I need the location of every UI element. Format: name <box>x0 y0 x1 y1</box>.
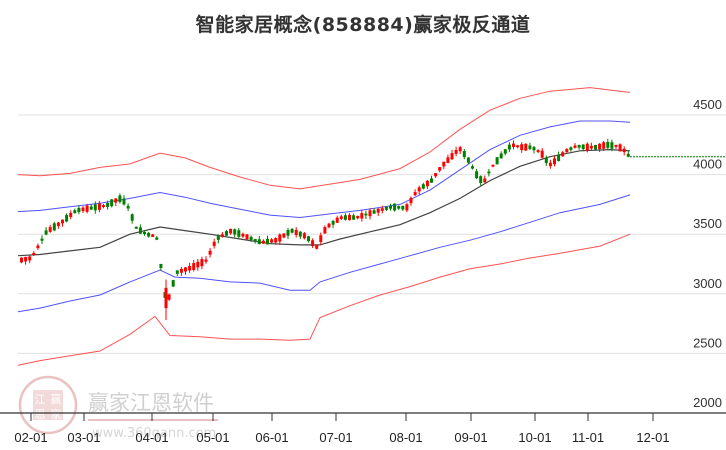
inner-lower-band-line <box>17 194 631 313</box>
y-tick-label: 4500 <box>693 97 722 112</box>
x-tick-label: 07-01 <box>319 430 352 445</box>
x-tick-label: 08-01 <box>389 430 422 445</box>
y-tick-label: 3000 <box>693 276 722 291</box>
x-tick-label: 02-01 <box>14 430 47 445</box>
y-tick-label: 2500 <box>693 335 722 350</box>
x-tick-label: 03-01 <box>67 430 100 445</box>
mid-line-line <box>17 148 631 257</box>
watermark: 江赢恩家 赢家江恩软件 www.360gann.com <box>18 375 218 441</box>
x-tick-label: 10-01 <box>518 430 551 445</box>
svg-text:家: 家 <box>51 407 62 421</box>
candlesticks <box>20 138 630 321</box>
x-tick-label: 09-01 <box>454 430 487 445</box>
outer-lower-band-line <box>17 233 631 366</box>
x-tick-label: 06-01 <box>255 430 288 445</box>
y-tick-label: 2000 <box>693 395 722 410</box>
y-tick-label: 4000 <box>693 157 722 172</box>
watermark-brand: 赢家江恩软件 <box>88 391 214 415</box>
inner-upper-band-line <box>17 120 631 219</box>
x-tick-label: 05-01 <box>196 430 229 445</box>
svg-text:江: 江 <box>35 393 46 406</box>
x-tick-label: 12-01 <box>636 430 669 445</box>
svg-text:赢: 赢 <box>51 392 62 406</box>
watermark-url: www.360gann.com <box>92 426 216 441</box>
svg-text:恩: 恩 <box>35 408 46 421</box>
x-tick-label: 04-01 <box>135 430 168 445</box>
x-tick-label: 11-01 <box>572 430 604 445</box>
y-tick-label: 3500 <box>693 216 722 231</box>
outer-upper-band-line <box>17 87 631 190</box>
chart-title: 智能家居概念(858884)赢家极反通道 <box>195 14 531 36</box>
